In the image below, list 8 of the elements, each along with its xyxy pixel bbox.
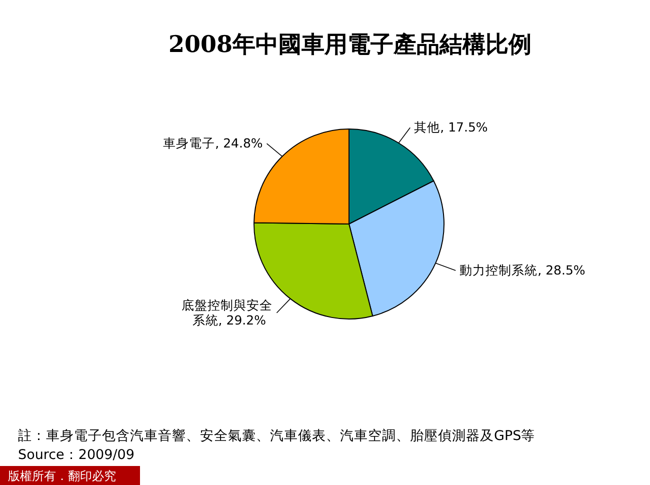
slice-label: 其他, 17.5% <box>414 120 488 135</box>
text: 註：車身電子包含汽車音響、安全氣囊、汽車儀表、汽車空調、胎壓偵測器及GPS等 <box>18 428 536 444</box>
chart-title: 2008年中國車用電子產品結構比例 <box>168 31 532 58</box>
slice-label: 動力控制系統, 28.5% <box>460 262 586 278</box>
slice-label: 底盤控制與安全系統, 29.2% <box>182 297 273 328</box>
slice-label: 車身電子, 24.8% <box>163 136 263 151</box>
text: 版權所有．翻印必究 <box>8 469 116 483</box>
source-note: Source：2009/09 <box>18 447 134 463</box>
